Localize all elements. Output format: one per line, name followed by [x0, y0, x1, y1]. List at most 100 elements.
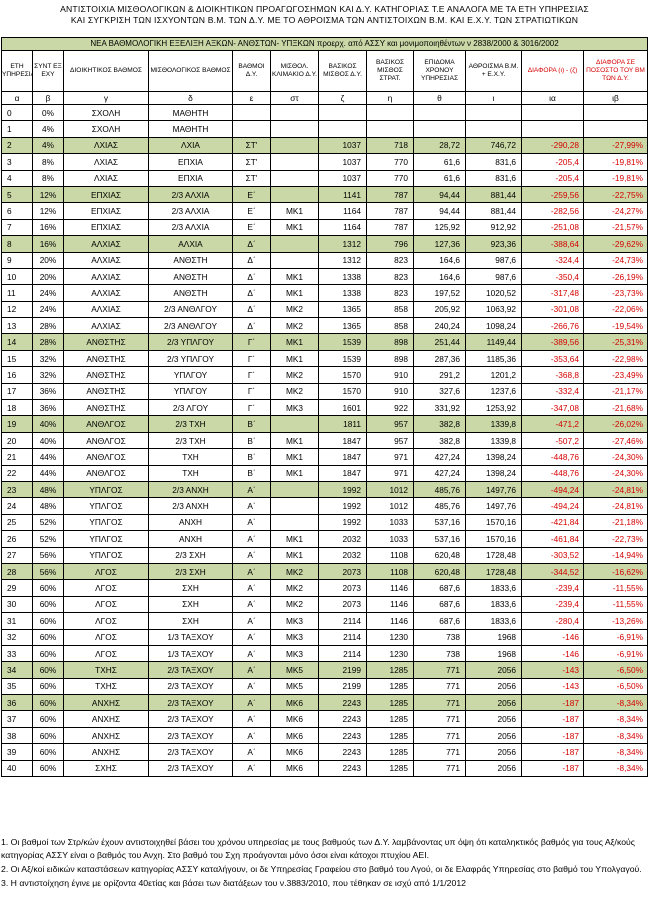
table-cell: 1285 — [366, 726, 414, 745]
table-cell: 1811 — [318, 415, 367, 433]
table-cell: -27,99% — [582, 136, 649, 155]
table-cell: ΛΓΟΣ — [63, 644, 149, 663]
table-row: 27 56% ΥΠΛΓΟΣ 2/3 ΣΧΗ Α΄ ΜΚ1 2032 1108 620,48 172… — [1, 546, 649, 564]
table-cell: ΛΧΙΑΣ — [63, 169, 149, 187]
table-cell: 2073 — [318, 562, 367, 581]
table-cell: 987,6 — [465, 267, 522, 286]
table-cell: 36 — [1, 694, 33, 712]
table-cell: 823 — [366, 284, 414, 302]
table-cell: ΤΧΗ — [148, 448, 233, 466]
table-cell: 9 — [1, 251, 33, 269]
table-cell: 1847 — [318, 448, 367, 466]
table-cell: 3 — [1, 153, 33, 171]
table-cell: 36% — [32, 399, 64, 417]
table-cell: 327,6 — [413, 382, 466, 401]
table-cell: 2199 — [318, 677, 367, 696]
table-row: 34 60% ΤΧΗΣ 2/3 ΤΑΞΧΟΥ Α΄ ΜΚ5 2199 1285 771 2056-… — [1, 661, 649, 679]
table-cell: -24,30% — [582, 448, 649, 466]
table-cell: -24,27% — [582, 202, 649, 220]
table-cell: ΣΧΟΛΗ — [63, 120, 149, 138]
table-cell: 2243 — [318, 694, 367, 712]
table-cell: ΜΚ6 — [270, 694, 319, 712]
table-row: 36 60% ΑΝΧΗΣ 2/3 ΤΑΞΧΟΥ Α΄ ΜΚ6 2243 1285 771 2056… — [1, 694, 649, 712]
table-cell: ΜΚ1 — [270, 546, 319, 564]
table-cell: 287,36 — [413, 349, 466, 368]
table-cell: 1098,24 — [465, 317, 522, 335]
table-cell: ΛΓΟΣ — [63, 579, 149, 597]
table-cell: 12% — [32, 185, 64, 204]
table-cell: 771 — [413, 694, 466, 712]
table-cell: -6,91% — [582, 644, 649, 663]
table-cell: -19,54% — [582, 317, 649, 335]
table-cell: 1992 — [318, 513, 367, 532]
table-cell: -11,55% — [582, 579, 649, 597]
table-cell: 2/3 ΑΛΧΙΑ — [148, 185, 233, 204]
table-cell: 60% — [32, 661, 64, 679]
table-cell: -301,08 — [521, 300, 584, 319]
table-cell: 205,92 — [413, 300, 466, 319]
table-row: 15 32% ΑΝΘΣΤΗΣ 2/3 ΥΠΛΓΟΥ Γ΄ ΜΚ1 1539 898 287,36… — [1, 349, 649, 368]
table-cell: 44% — [32, 448, 64, 466]
table-cell: 2114 — [318, 628, 367, 646]
salary-comparison-table: ΝΕΑ ΒΑΘΜΟΛΟΓΙΚΗ ΕΞΕΛΙΞΗ ΑΞΚΩΝ- ΑΝΘΣΤΩΝ- … — [0, 37, 649, 778]
table-cell: ΜΚ1 — [270, 284, 319, 302]
table-cell: 2/3 ΣΧΗ — [148, 562, 233, 581]
table-cell: 771 — [413, 726, 466, 745]
table-row: 19 40% ΑΝΘΛΓΟΣ 2/3 ΤΧΗ Β΄ 1811 957 382,8 1339,8-… — [1, 415, 649, 433]
table-cell: -13,26% — [582, 612, 649, 630]
table-cell: Δ΄ — [232, 251, 271, 269]
table-cell: ΑΝΧΗ — [148, 530, 233, 548]
table-cell: -494,24 — [521, 480, 584, 499]
table-cell: 2/3 ΥΠΛΓΟΥ — [148, 333, 233, 351]
table-cell: 987,6 — [465, 251, 522, 269]
table-cell: ΑΝΧΗ — [148, 513, 233, 532]
table-cell: -6,50% — [582, 661, 649, 679]
table-cell: 2/3 ΤΑΞΧΟΥ — [148, 661, 233, 679]
table-cell: ΑΛΧΙΑ — [148, 235, 233, 253]
table-cell: 34 — [1, 661, 33, 679]
table-cell: 881,44 — [465, 185, 522, 204]
table-cell — [270, 136, 319, 155]
table-cell — [318, 120, 367, 138]
table-cell: 898 — [366, 349, 414, 368]
table-cell: ΜΚ5 — [270, 677, 319, 696]
column-letter: β — [32, 91, 64, 105]
table-cell: 1833,6 — [465, 579, 522, 597]
table-cell — [582, 120, 649, 138]
table-cell: -280,4 — [521, 612, 584, 630]
table-cell: ΑΝΧΗΣ — [63, 694, 149, 712]
table-cell: -282,56 — [521, 202, 584, 220]
table-cell: -14,94% — [582, 546, 649, 564]
table-cell: ΜΚ1 — [270, 464, 319, 482]
table-cell: ΜΚ3 — [270, 628, 319, 646]
table-cell: ΑΝΘΣΤΗΣ — [63, 333, 149, 351]
table-row: 37 60% ΑΝΧΗΣ 2/3 ΤΑΞΧΟΥ Α΄ ΜΚ6 2243 1285 771 2056… — [1, 710, 649, 728]
table-cell: 2032 — [318, 530, 367, 548]
table-cell: 52% — [32, 530, 64, 548]
table-cell — [521, 120, 584, 138]
table-cell: ΜΑΘΗΤΗ — [148, 120, 233, 138]
table-cell: Α΄ — [232, 661, 271, 679]
table-cell: ΕΠΧΙΑ — [148, 153, 233, 171]
table-cell: ΑΝΘΛΓΟΣ — [63, 464, 149, 482]
table-cell: -19,81% — [582, 169, 649, 187]
table-cell: -187 — [521, 710, 584, 728]
table-cell: ΥΠΛΓΟΣ — [63, 497, 149, 515]
table-cell: -347,08 — [521, 399, 584, 417]
table-cell: 1968 — [465, 644, 522, 663]
table-cell: ΜΚ2 — [270, 382, 319, 401]
table-cell: 2 — [1, 136, 33, 155]
table-cell: -23,49% — [582, 366, 649, 384]
table-cell: 1365 — [318, 317, 367, 335]
table-cell: 912,92 — [465, 218, 522, 237]
table-cell: 1285 — [366, 759, 414, 778]
table-cell: 1037 — [318, 136, 367, 155]
table-cell: Γ΄ — [232, 399, 271, 417]
page-title-line-1: ΑΝΤΙΣΤΟΙΧΙΑ ΜΙΣΘΟΛΟΓΙΚΩΝ & ΔΙΟΙΚΗΤΙΚΩΝ Π… — [60, 4, 589, 14]
table-cell: 23 — [1, 480, 33, 499]
table-cell: -143 — [521, 677, 584, 696]
table-cell: 2073 — [318, 595, 367, 614]
table-cell: Β΄ — [232, 464, 271, 482]
table-cell: ΜΚ3 — [270, 399, 319, 417]
